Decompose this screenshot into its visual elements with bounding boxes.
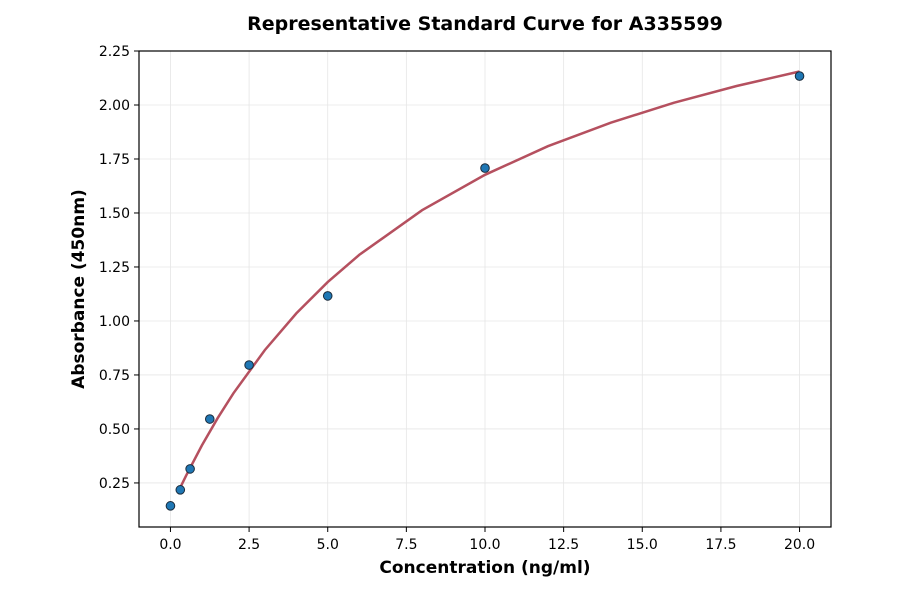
x-tick-label: 15.0 [627,537,658,553]
y-tick-label: 1.00 [99,314,130,330]
data-point [185,464,195,474]
x-tick-label: 20.0 [784,537,815,553]
x-tick-label: 0.0 [159,537,181,553]
x-axis-label: Concentration (ng/ml) [379,558,590,578]
data-point [175,485,186,495]
data-point [244,360,254,370]
x-tick-label: 10.0 [469,537,500,553]
grid [139,50,831,527]
data-point [204,414,215,424]
data-point [480,163,490,173]
y-tick-label: 2.00 [99,98,130,114]
y-tick-label: 0.75 [99,368,130,384]
y-tick-label: 1.25 [99,260,130,276]
x-tick-label: 7.5 [395,537,417,553]
y-tick-label: 0.50 [99,422,130,438]
x-tick-label: 12.5 [548,537,579,553]
x-tick-label: 5.0 [317,537,339,553]
y-tick-label: 1.50 [99,206,130,222]
y-axis-ticks: 0.25 0.50 0.75 1.00 1.25 1.50 1.75 2.00 2.25 [99,44,139,492]
y-tick-label: 1.75 [99,152,130,168]
data-point [794,71,805,81]
data-point [322,291,333,301]
x-tick-label: 17.5 [705,537,736,553]
x-axis-ticks: 0.0 2.5 5.0 7.5 10.0 12.5 15.0 17.5 20.0 [159,527,815,553]
y-tick-label: 0.25 [99,476,130,492]
y-tick-label: 2.25 [99,44,130,60]
y-axis-label: Absorbance (450nm) [69,189,89,389]
fit-curve-layer [178,70,800,489]
data-points-layer [165,71,805,511]
data-point [165,501,176,511]
fit-curve-line [178,70,800,489]
chart-title: Representative Standard Curve for A33559… [247,13,723,35]
x-tick-label: 2.5 [238,537,260,553]
